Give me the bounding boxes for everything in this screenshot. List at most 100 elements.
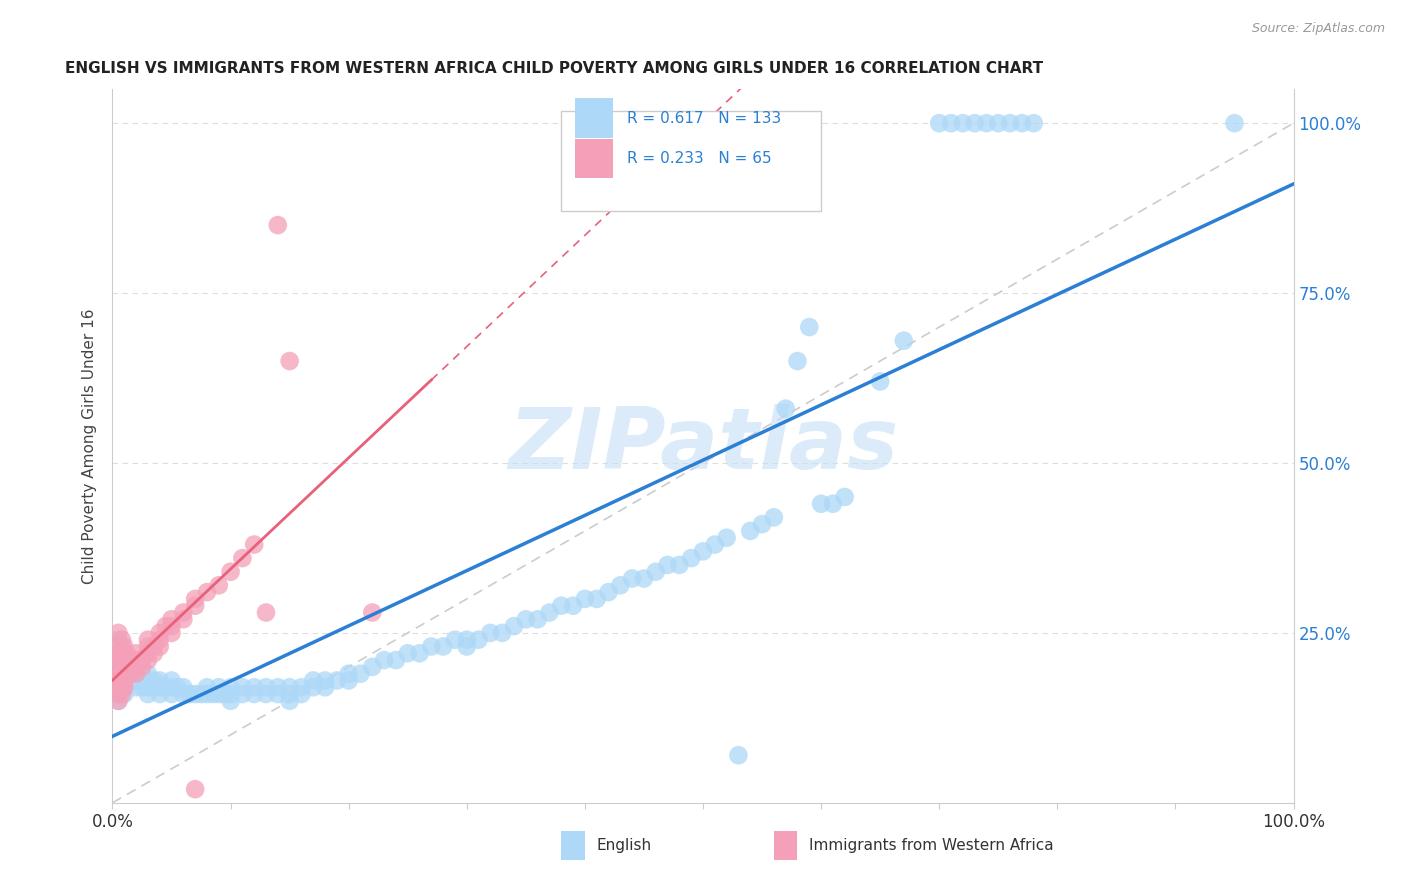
Point [214, 687, 236, 701]
Point [107, 680, 129, 694]
Point [668, 558, 690, 572]
Point [107, 673, 129, 688]
Point [219, 687, 242, 701]
Point [190, 687, 212, 701]
Point [111, 653, 134, 667]
Point [107, 646, 129, 660]
Point [112, 673, 135, 688]
Text: ENGLISH VS IMMIGRANTS FROM WESTERN AFRICA CHILD POVERTY AMONG GIRLS UNDER 16 COR: ENGLISH VS IMMIGRANTS FROM WESTERN AFRIC… [65, 61, 1043, 76]
Point [550, 599, 572, 613]
Point [657, 558, 679, 572]
Point [267, 680, 290, 694]
Point [142, 673, 165, 688]
Point [243, 537, 266, 551]
Point [112, 640, 135, 654]
Point [762, 510, 785, 524]
Point [869, 375, 891, 389]
Point [107, 660, 129, 674]
FancyBboxPatch shape [575, 139, 613, 178]
Point [821, 497, 844, 511]
Point [302, 673, 325, 688]
Point [160, 626, 183, 640]
Point [681, 551, 703, 566]
Point [136, 646, 159, 660]
Point [231, 551, 253, 566]
Point [115, 660, 138, 674]
Point [243, 680, 266, 694]
Point [231, 680, 253, 694]
FancyBboxPatch shape [561, 111, 821, 211]
Point [136, 653, 159, 667]
Point [149, 626, 172, 640]
Point [107, 660, 129, 674]
Point [208, 680, 231, 694]
Point [219, 565, 242, 579]
Point [775, 401, 797, 416]
Point [120, 660, 142, 674]
Point [120, 660, 142, 674]
Point [456, 640, 478, 654]
Point [184, 599, 207, 613]
Point [503, 619, 526, 633]
Point [149, 687, 172, 701]
Point [136, 687, 159, 701]
Point [111, 632, 134, 647]
Point [155, 619, 177, 633]
Point [111, 673, 134, 688]
Point [131, 673, 153, 688]
Point [111, 680, 134, 694]
Point [644, 565, 666, 579]
Point [456, 632, 478, 647]
Point [160, 687, 183, 701]
Point [142, 680, 165, 694]
Point [179, 687, 201, 701]
Point [361, 660, 384, 674]
Point [142, 640, 165, 654]
Point [111, 660, 134, 674]
Point [727, 748, 749, 763]
Point [172, 680, 194, 694]
Point [107, 687, 129, 701]
Point [184, 782, 207, 797]
Point [740, 524, 762, 538]
Point [243, 687, 266, 701]
Point [111, 673, 134, 688]
Point [112, 666, 135, 681]
Point [142, 646, 165, 660]
Point [112, 666, 135, 681]
Point [107, 694, 129, 708]
Point [184, 687, 207, 701]
Point [115, 666, 138, 681]
Point [107, 666, 129, 681]
Point [111, 653, 134, 667]
Point [107, 666, 129, 681]
Point [125, 673, 148, 688]
Point [115, 653, 138, 667]
Point [172, 687, 194, 701]
Point [1022, 116, 1045, 130]
Point [361, 606, 384, 620]
Point [125, 653, 148, 667]
Point [219, 694, 242, 708]
Point [120, 666, 142, 681]
Point [515, 612, 537, 626]
Point [136, 666, 159, 681]
Point [834, 490, 856, 504]
Point [172, 612, 194, 626]
Point [112, 680, 135, 694]
Point [1011, 116, 1033, 130]
Point [267, 218, 290, 232]
Point [201, 687, 224, 701]
Point [799, 320, 821, 334]
Point [131, 666, 153, 681]
Point [125, 666, 148, 681]
Point [349, 666, 371, 681]
Point [112, 653, 135, 667]
Point [125, 680, 148, 694]
Point [155, 680, 177, 694]
Point [136, 640, 159, 654]
Point [254, 606, 277, 620]
Point [337, 666, 360, 681]
Point [208, 578, 231, 592]
Point [107, 653, 129, 667]
